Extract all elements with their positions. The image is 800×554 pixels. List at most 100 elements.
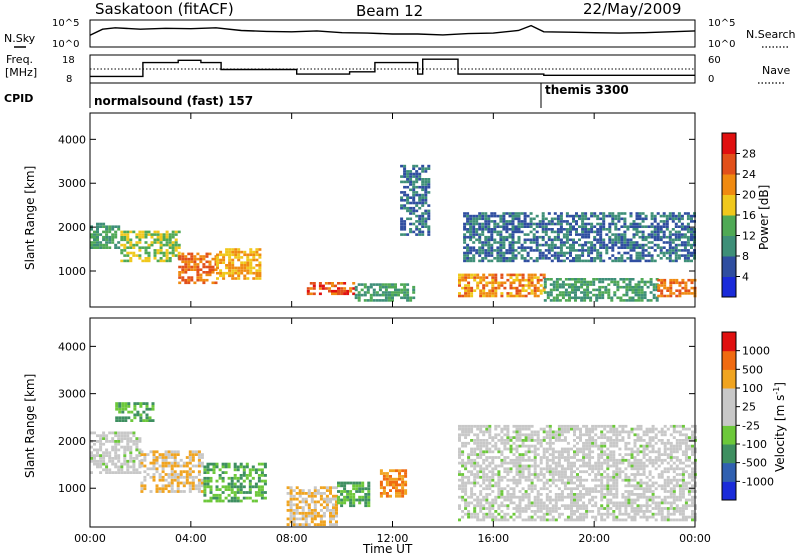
velocity-cell — [161, 470, 165, 474]
power-cell — [496, 241, 500, 244]
velocity-cell — [615, 467, 619, 471]
velocity-cell — [648, 510, 652, 513]
power-cell — [499, 249, 503, 252]
power-cell — [193, 263, 197, 266]
power-cell — [196, 273, 200, 277]
power-cell — [111, 241, 115, 244]
velocity-cell — [530, 478, 534, 482]
power-cell — [331, 284, 334, 288]
velocity-cell — [485, 424, 489, 428]
velocity-colorbar-swatch — [722, 481, 736, 501]
velocity-cell — [582, 458, 586, 462]
power-cell — [581, 246, 585, 249]
velocity-cell — [242, 474, 246, 477]
velocity-cell — [473, 433, 477, 437]
power-cell — [400, 222, 404, 226]
velocity-cell — [527, 501, 531, 505]
power-cell — [484, 217, 488, 221]
power-cell — [199, 255, 203, 258]
velocity-cell — [691, 424, 694, 428]
velocity-cell — [615, 507, 619, 510]
velocity-cell — [588, 493, 592, 496]
power-cell — [481, 228, 485, 231]
power-cell — [538, 243, 542, 247]
power-cell — [568, 296, 571, 300]
velocity-cell — [609, 493, 613, 496]
velocity-cell — [524, 504, 528, 508]
power-cell — [490, 254, 494, 257]
power-cell — [378, 285, 382, 289]
power-cell — [424, 199, 428, 202]
velocity-cell — [597, 453, 601, 456]
velocity-cell — [633, 441, 637, 445]
power-cell — [400, 228, 404, 231]
velocity-cell — [467, 430, 471, 434]
velocity-cell — [530, 484, 534, 488]
power-cell — [635, 259, 639, 263]
power-cell — [331, 282, 334, 285]
power-cell — [481, 233, 485, 236]
power-cell — [666, 286, 670, 290]
velocity-cell — [488, 461, 492, 465]
velocity-cell — [573, 430, 576, 434]
power-cell — [231, 269, 235, 272]
velocity-cell — [582, 484, 586, 488]
power-cell — [535, 235, 539, 239]
velocity-cell — [476, 473, 480, 476]
time-tick-label: 00:00 — [74, 532, 106, 545]
velocity-cell — [143, 470, 147, 474]
power-cell — [536, 276, 540, 279]
velocity-cell — [146, 453, 150, 456]
power-cell — [406, 288, 410, 292]
power-cell — [602, 214, 606, 218]
power-cell — [581, 235, 585, 239]
power-cell — [360, 288, 364, 292]
power-cell — [556, 238, 560, 242]
power-cell — [421, 180, 425, 184]
power-cell — [617, 251, 621, 255]
velocity-cell — [687, 456, 691, 459]
velocity-cell — [500, 427, 504, 431]
power-cell — [515, 278, 519, 282]
power-cell — [511, 217, 515, 221]
velocity-cell — [316, 492, 320, 495]
velocity-cell — [666, 512, 670, 516]
power-cell — [617, 257, 621, 260]
velocity-cell — [506, 518, 510, 522]
power-cell — [409, 180, 413, 184]
power-cell — [202, 255, 206, 258]
power-cell — [635, 241, 639, 244]
velocity-cell — [167, 473, 171, 476]
power-cell — [587, 233, 591, 236]
power-cell — [412, 288, 416, 292]
velocity-cell — [542, 518, 546, 522]
velocity-cell — [621, 504, 625, 508]
power-cell — [205, 265, 209, 269]
power-cell — [488, 289, 492, 292]
velocity-cell — [545, 487, 549, 491]
velocity-cell — [158, 456, 162, 459]
velocity-cell — [536, 433, 540, 437]
velocity-cell — [464, 441, 468, 445]
power-cell — [565, 246, 569, 249]
power-cell — [631, 278, 635, 281]
velocity-cell — [230, 491, 234, 494]
velocity-cell — [597, 447, 601, 451]
velocity-cell — [512, 458, 516, 462]
velocity-cell — [491, 473, 495, 476]
velocity-cell — [152, 467, 156, 471]
power-cell — [114, 233, 118, 236]
velocity-cell — [551, 461, 555, 465]
velocity-heatmap — [90, 402, 697, 526]
power-cell — [593, 214, 597, 218]
velocity-cell — [111, 431, 115, 435]
velocity-cell — [476, 433, 480, 437]
power-cell — [686, 217, 690, 221]
power-cell — [581, 233, 585, 236]
velocity-cell — [126, 459, 130, 463]
velocity-cell — [236, 479, 240, 483]
power-cell — [252, 253, 256, 257]
velocity-cell — [352, 481, 356, 485]
velocity-cell — [142, 410, 146, 414]
velocity-cell — [563, 504, 567, 508]
